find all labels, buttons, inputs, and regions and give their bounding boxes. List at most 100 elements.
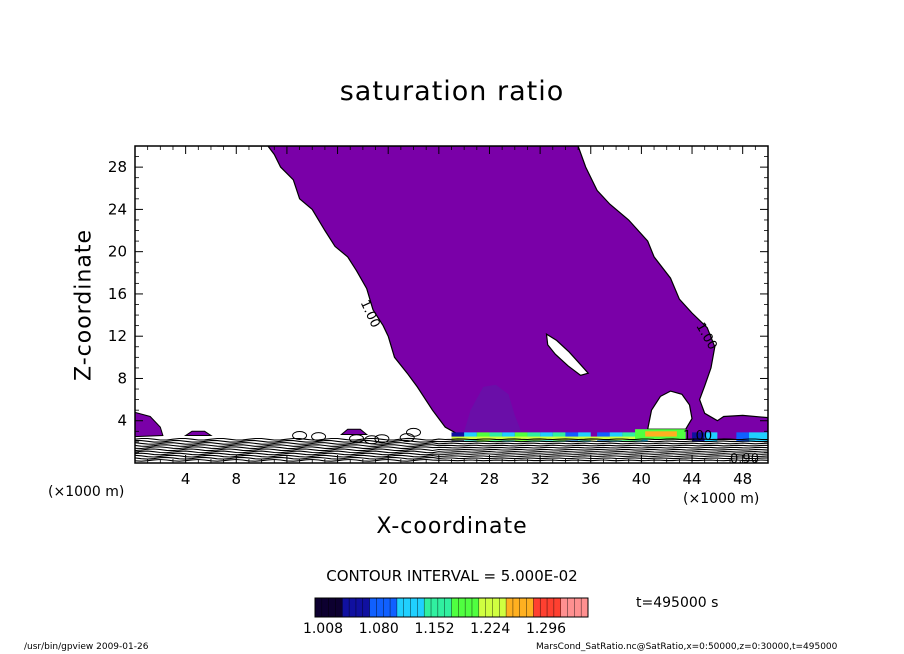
y-tick-label: 8 — [117, 369, 127, 387]
x-tick-label: 12 — [277, 470, 296, 488]
colorbar-cell — [369, 598, 377, 617]
colorbar-cell — [362, 598, 371, 617]
surface-isoline — [135, 442, 768, 445]
colorbar-cell — [376, 598, 384, 617]
colorbar-label: 1.080 — [358, 621, 399, 637]
x-tick-label: 36 — [581, 470, 600, 488]
supersaturated-region — [217, 146, 768, 441]
isoline-blob — [292, 431, 308, 441]
surface-isoline — [135, 452, 768, 456]
colorbar-label: 1.296 — [525, 621, 567, 637]
unsaturated-arch — [646, 390, 693, 430]
colorbar-cell — [560, 598, 569, 617]
colorbar-cell — [403, 598, 412, 617]
colorbar-frame — [314, 597, 589, 618]
x-unit-label-right: (×1000 m) — [683, 491, 760, 507]
colorbar-cell — [410, 598, 418, 617]
colorbar-cell — [328, 598, 336, 617]
surface-isoline — [135, 437, 768, 441]
saturation-band-segment — [704, 432, 718, 442]
mid-patch — [340, 428, 369, 435]
y-tick-label: 16 — [108, 285, 127, 303]
y-tick-label: 12 — [108, 327, 127, 345]
isoline-blob — [311, 432, 327, 442]
x-tick-label: 48 — [733, 470, 752, 488]
colorbar-cell — [417, 598, 425, 617]
colorbar-label: 1.224 — [470, 621, 511, 637]
x-tick-label: 4 — [181, 470, 191, 488]
time-label: t=495000 s — [636, 595, 719, 611]
colorbar-cell — [355, 598, 364, 617]
x-tick-label: 28 — [480, 470, 499, 488]
saturation-band-right-core — [645, 431, 677, 437]
colorbar-cell — [424, 598, 432, 617]
x-unit-label-left: (×1000 m) — [48, 484, 125, 500]
isoline-blob — [406, 427, 422, 437]
colorbar-label: 1.008 — [302, 621, 344, 637]
isoline-blob — [364, 435, 380, 445]
colorbar-cell — [437, 598, 446, 617]
chart-title: saturation ratio — [339, 76, 565, 107]
left-patch — [135, 411, 164, 438]
colorbar-cell — [574, 598, 582, 617]
colorbar-cell — [506, 598, 514, 617]
colorbar-cell — [492, 598, 500, 617]
saturation-band-core — [451, 436, 642, 441]
colorbar-cell — [512, 598, 521, 617]
surface-isoline — [135, 446, 768, 450]
surface-isoline — [135, 450, 768, 454]
isoline-blob — [349, 434, 365, 444]
surface-isoline — [135, 454, 768, 458]
colorbar-cell — [349, 598, 357, 617]
contour-label: 0.90 — [730, 452, 759, 467]
unsaturated-island — [545, 332, 590, 376]
dome-shading — [464, 384, 522, 432]
y-axis-label: Z-coordinate — [71, 229, 97, 381]
colorbar-cell — [383, 598, 391, 617]
colorbar-cell — [335, 598, 343, 617]
left-patch-small — [183, 430, 213, 436]
colorbar-cell — [321, 598, 330, 617]
y-tick-label: 4 — [117, 412, 127, 430]
x-tick-label: 40 — [632, 470, 651, 488]
colorbar-cell — [471, 598, 480, 617]
colorbar-cell — [396, 598, 405, 617]
colorbar-cell — [553, 598, 562, 617]
colorbar-cell — [315, 598, 323, 617]
contour-label: 1.00 — [683, 429, 712, 444]
y-tick-label: 20 — [108, 243, 127, 261]
x-tick-label: 20 — [379, 470, 398, 488]
saturation-band-segment — [749, 432, 768, 442]
surface-isoline — [135, 448, 768, 452]
colorbar-cell — [526, 598, 534, 617]
isoline-blob — [374, 434, 390, 444]
colorbar-cell — [390, 598, 398, 617]
colorbar-cell — [431, 598, 439, 617]
x-tick-label: 24 — [429, 470, 448, 488]
plot-area: 1.001.001.000.90 — [135, 146, 768, 467]
footer-left: /usr/bin/gpview 2009-01-26 — [24, 642, 149, 652]
colorbar-cell — [342, 598, 350, 617]
colorbar-cell — [547, 598, 555, 617]
colorbar-cell — [485, 598, 493, 617]
colorbar-label: 1.152 — [414, 621, 455, 637]
y-tick-label: 24 — [108, 200, 127, 218]
x-tick-label: 16 — [328, 470, 347, 488]
x-tick-label: 32 — [531, 470, 550, 488]
x-axis-label: X-coordinate — [376, 514, 528, 539]
colorbar-cell — [567, 598, 575, 617]
colorbar-cell — [478, 598, 487, 617]
colorbar-cell — [519, 598, 528, 617]
footer-right: MarsCond_SatRatio.nc@SatRatio,x=0:50000,… — [536, 642, 838, 652]
colorbar-cell — [581, 598, 589, 617]
colorbar-cell — [458, 598, 466, 617]
x-tick-label: 44 — [682, 470, 701, 488]
saturation-band-segment — [736, 432, 750, 442]
colorbar-cell — [540, 598, 548, 617]
contour-interval-label: CONTOUR INTERVAL = 5.000E-02 — [326, 567, 578, 585]
surface-isoline — [135, 444, 768, 447]
colorbar-cell — [533, 598, 541, 617]
colorbar-cell — [465, 598, 473, 617]
y-tick-label: 28 — [108, 158, 127, 176]
